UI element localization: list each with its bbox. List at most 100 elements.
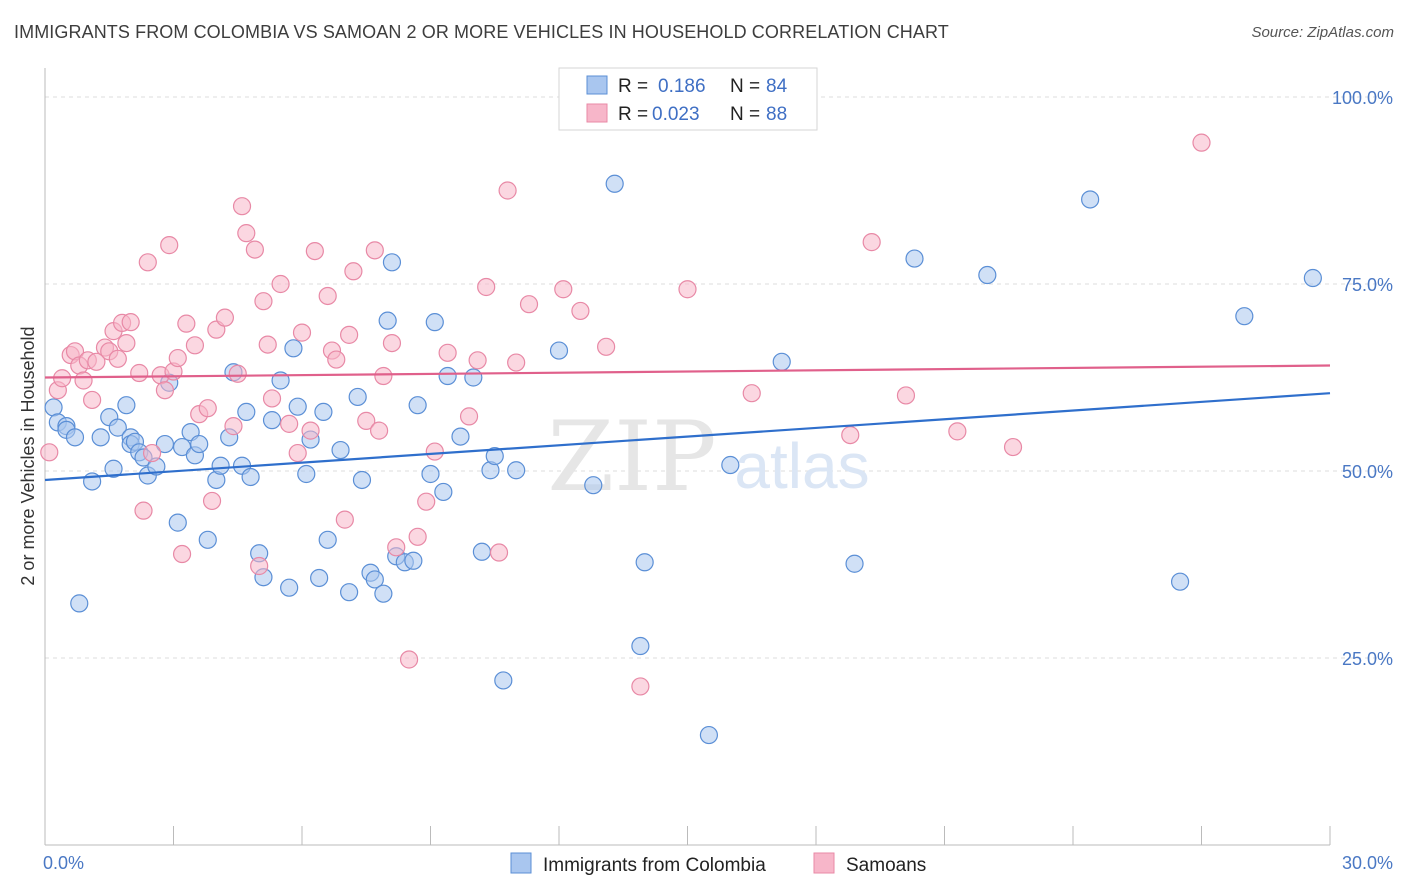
point-samoan [237, 224, 256, 243]
point-samoan [896, 386, 916, 405]
legend-top: R = 0.186 N = 84 R = 0.023 N = 88 [558, 67, 818, 131]
point-colombia [1170, 572, 1190, 591]
point-samoan [571, 301, 590, 321]
point-colombia [382, 253, 402, 272]
point-colombia [314, 402, 333, 422]
trend-line-colombia [44, 392, 1331, 482]
point-colombia [352, 470, 372, 490]
point-samoan [138, 253, 157, 272]
point-colombia [70, 594, 89, 613]
point-samoan [185, 336, 205, 355]
chart-title: IMMIGRANTS FROM COLOMBIA VS SAMOAN 2 OR … [14, 22, 949, 42]
point-colombia [772, 352, 791, 371]
data-points [40, 133, 1322, 745]
point-colombia [310, 568, 329, 588]
point-samoan [117, 333, 136, 353]
point-samoan [292, 323, 312, 342]
trend-lines [44, 364, 1331, 482]
legend-swatch-pink [586, 103, 608, 123]
point-samoan [498, 181, 517, 200]
point-samoan [121, 313, 140, 332]
point-colombia [408, 396, 427, 415]
point-samoan [288, 443, 307, 463]
point-samoan [160, 236, 179, 255]
point-colombia [365, 570, 384, 589]
point-samoan [678, 280, 697, 299]
point-samoan [399, 650, 419, 669]
point-samoan [202, 491, 222, 511]
point-samoan [1003, 437, 1023, 457]
point-samoan [1192, 133, 1211, 152]
point-samoan [258, 335, 277, 354]
point-samoan [271, 274, 290, 294]
y-tick-label: 25.0% [1342, 649, 1393, 669]
point-colombia [331, 440, 350, 460]
point-colombia [262, 411, 282, 430]
watermark-zip: ZIP [547, 401, 716, 513]
point-colombia [1235, 307, 1254, 326]
point-samoan [387, 538, 406, 557]
legend-r-value: 0.186 [658, 76, 706, 97]
point-samoan [83, 390, 102, 410]
point-colombia [438, 366, 457, 386]
point-samoan [597, 337, 616, 356]
point-samoan [631, 677, 650, 696]
point-colombia [494, 671, 513, 690]
point-samoan [177, 314, 196, 333]
source-credit: Source: ZipAtlas.com [1251, 24, 1394, 41]
legend-n-label: N = [730, 104, 760, 125]
point-samoan [408, 527, 427, 546]
point-colombia [104, 459, 123, 478]
point-colombia [288, 397, 307, 416]
watermark: ZIP atlas [547, 401, 869, 513]
point-samoan [438, 343, 457, 362]
point-colombia [237, 402, 256, 422]
point-colombia [485, 446, 504, 466]
point-samoan [215, 308, 234, 327]
legend-bottom: Immigrants from Colombia Samoans [510, 852, 926, 876]
point-samoan [425, 442, 444, 461]
point-colombia [1081, 190, 1100, 209]
point-colombia [168, 513, 187, 532]
y-tick-label: 100.0% [1332, 88, 1393, 108]
point-colombia [65, 428, 85, 447]
point-colombia [117, 396, 136, 415]
legend-swatch-colombia [510, 852, 532, 874]
point-samoan [254, 292, 273, 311]
point-samoan [340, 325, 359, 344]
point-colombia [348, 387, 367, 407]
point-samoan [554, 280, 573, 299]
point-samoan [318, 286, 337, 306]
y-axis-label: 2 or more Vehicles in Household [18, 326, 38, 585]
point-colombia [905, 249, 924, 268]
point-samoan [228, 364, 247, 383]
point-samoan [232, 197, 252, 216]
point-colombia [845, 554, 864, 573]
point-colombia [451, 427, 470, 446]
point-samoan [507, 353, 526, 372]
point-colombia [721, 455, 740, 475]
point-colombia [978, 265, 997, 285]
point-colombia [190, 434, 209, 454]
point-samoan [245, 240, 264, 259]
legend-r-value: 0.023 [652, 104, 700, 125]
point-samoan [862, 233, 881, 252]
point-samoan [327, 350, 346, 369]
point-colombia [211, 456, 230, 475]
legend-n-label: N = [730, 76, 760, 97]
point-colombia [1303, 268, 1322, 288]
point-colombia [198, 530, 217, 549]
point-colombia [155, 434, 175, 454]
point-samoan [335, 510, 354, 529]
point-colombia [172, 437, 192, 457]
point-samoan [489, 543, 509, 562]
trend-line-samoan [44, 364, 1331, 379]
point-samoan [280, 414, 299, 433]
point-colombia [507, 461, 526, 480]
y-tick-label: 75.0% [1342, 275, 1393, 295]
legend-label-colombia: Immigrants from Colombia [543, 855, 766, 876]
point-samoan [155, 381, 175, 400]
point-colombia [284, 339, 303, 358]
legend-swatch-samoans [813, 852, 835, 874]
point-samoan [477, 277, 496, 297]
